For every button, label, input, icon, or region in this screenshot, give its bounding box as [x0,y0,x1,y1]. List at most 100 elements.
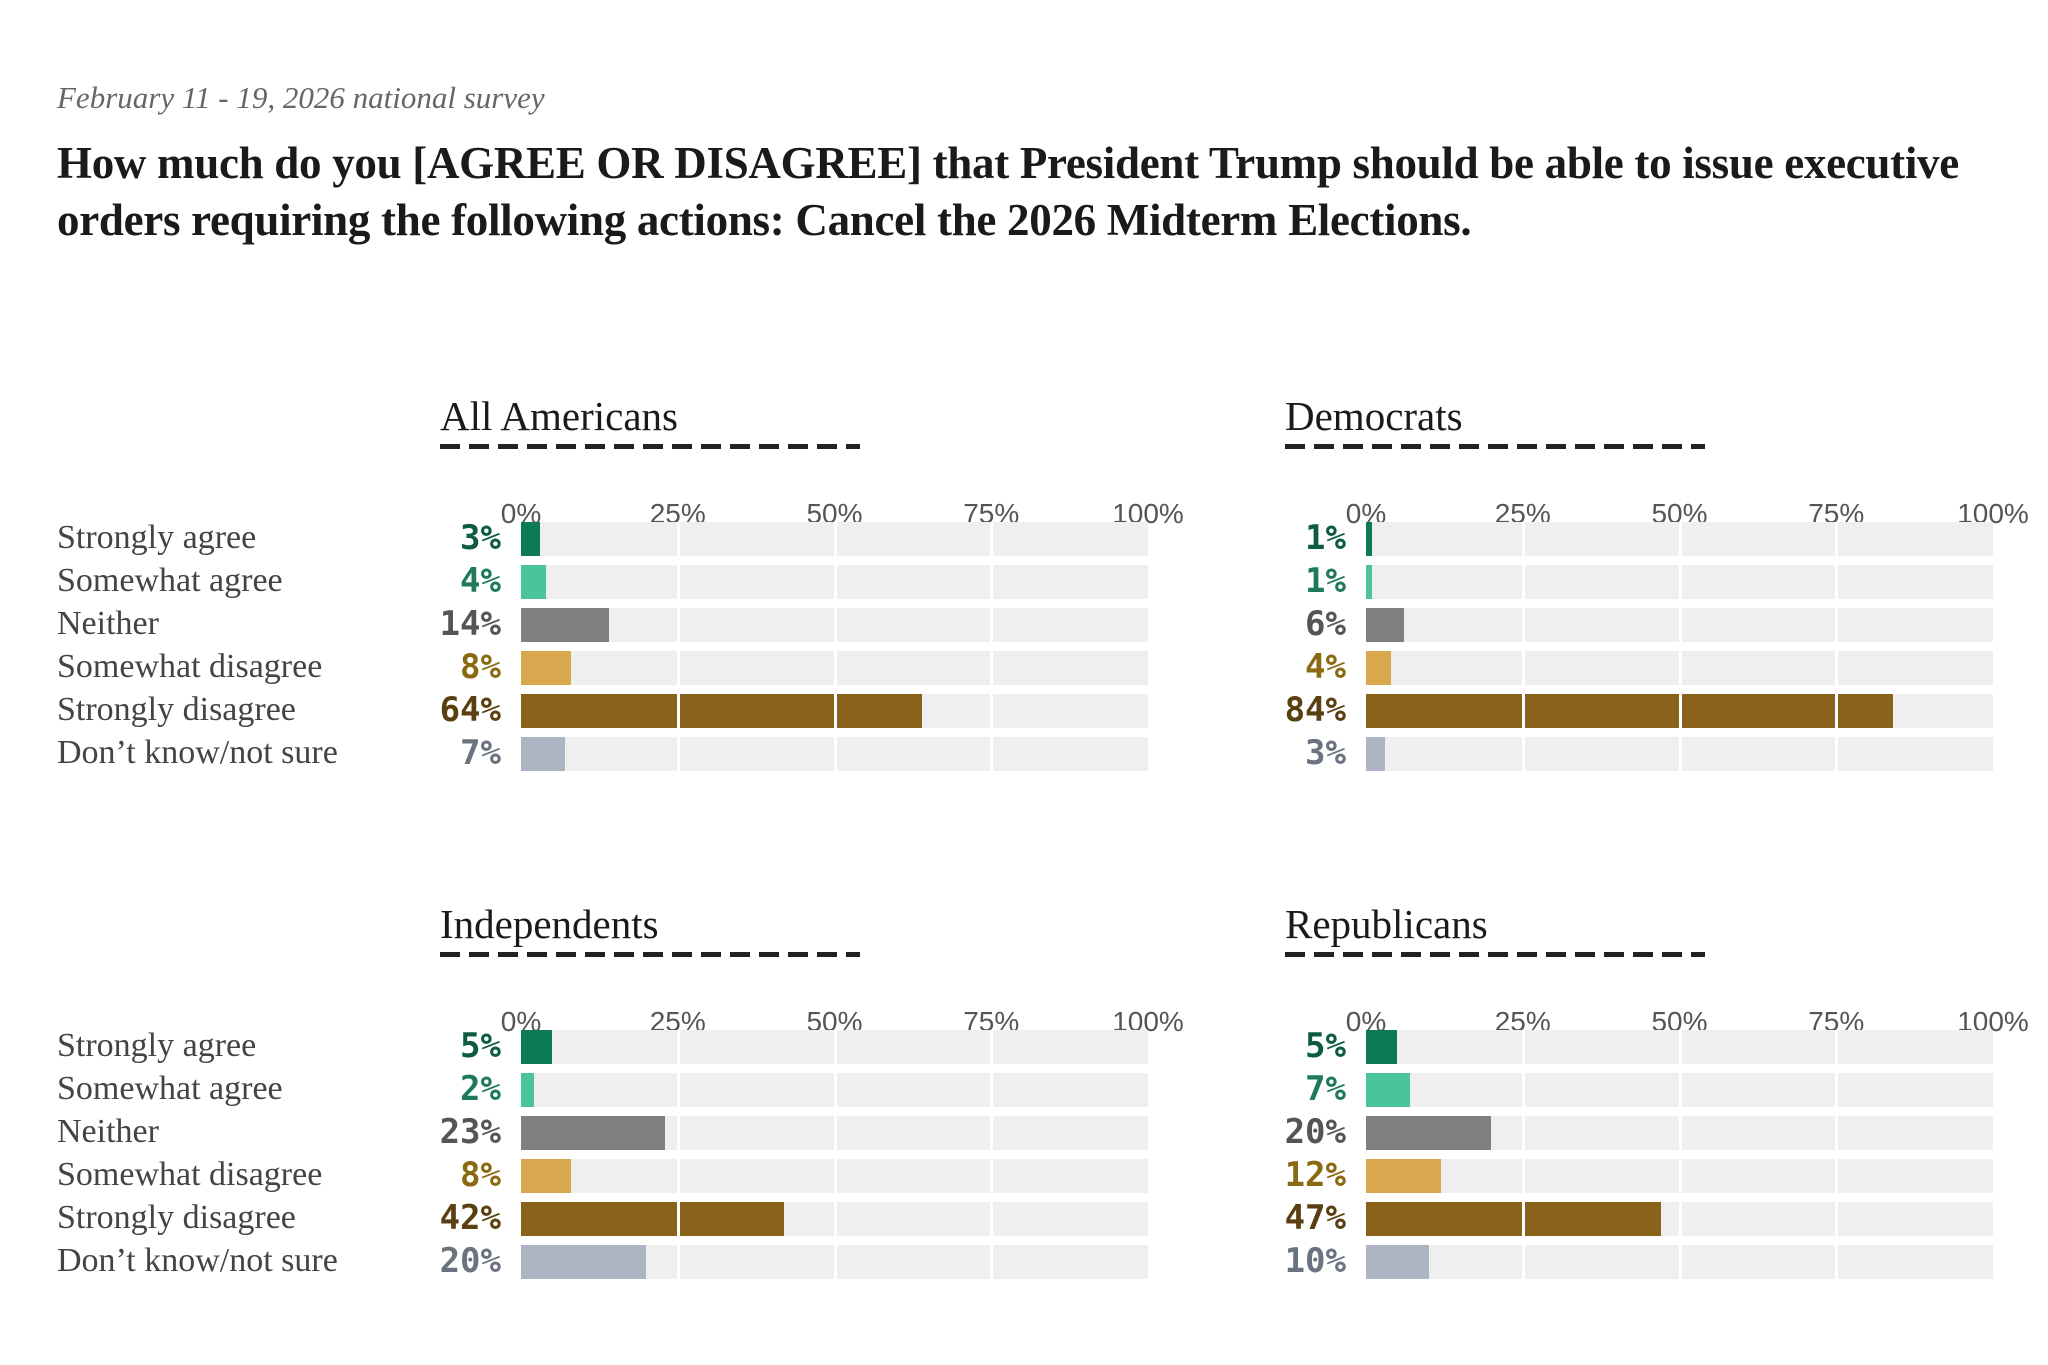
bar-track [521,1030,1148,1064]
bar [1366,608,1404,642]
category-label: Neither [57,605,159,642]
gridline [1835,1245,1839,1279]
bar [1366,522,1373,556]
bar [1366,1073,1410,1107]
value-label: 2% [460,1069,501,1109]
gridline [676,522,680,556]
bar [1366,694,1893,728]
value-label: 3% [460,518,501,558]
gridline [1835,1073,1839,1107]
bar-track [521,1116,1148,1150]
bar [1366,737,1385,771]
bar-track [521,1202,1148,1236]
gridline [676,651,680,685]
gridline [1678,694,1682,728]
value-label: 5% [1305,1026,1346,1066]
value-label: 1% [1305,518,1346,558]
gridline [833,651,837,685]
gridline [1678,1245,1682,1279]
bar-track [1366,522,1993,556]
bar [521,694,923,728]
bar-track [521,694,1148,728]
gridline [1678,1073,1682,1107]
value-label: 8% [460,1155,501,1195]
gridline [1678,1159,1682,1193]
bar-track [1366,737,1993,771]
gridline [1835,651,1839,685]
gridline [1521,1159,1525,1193]
gridline [1521,608,1525,642]
bar [521,565,547,599]
category-label: Somewhat disagree [57,648,323,685]
panel-all-americans: All Americans 0% 25% 50% 75% 100% Strongly ag… [0,392,2048,812]
gridline [833,565,837,599]
value-label: 4% [1305,647,1346,687]
gridline [676,694,680,728]
value-label: 64% [439,690,501,730]
gridline [676,1202,680,1236]
category-label: Somewhat agree [57,1070,283,1107]
category-label: Somewhat agree [57,562,283,599]
bar [521,1245,647,1279]
gridline [1521,651,1525,685]
bar-track [521,1073,1148,1107]
category-label: Strongly agree [57,519,257,556]
panel-independents: Independents 0% 25% 50% 75% 100% Strongly agr… [0,900,2048,1320]
value-label: 12% [1284,1155,1346,1195]
gridline [1678,1030,1682,1064]
gridline [1521,565,1525,599]
value-label: 8% [460,647,501,687]
bar-track [521,737,1148,771]
bar [1366,1116,1492,1150]
bar-track [1366,1073,1993,1107]
bar [521,608,609,642]
bar [521,522,540,556]
gridline [1521,522,1525,556]
panel-title: Republicans [1285,901,1488,947]
value-label: 3% [1305,733,1346,773]
panel-democrats: Democrats 0% 25% 50% 75% 100% 1% 1% 6% 4% 84% 3% [0,392,2048,812]
bar-track [1366,1159,1993,1193]
gridline [990,1245,994,1279]
gridline [1835,522,1839,556]
gridline [990,1116,994,1150]
gridline [1521,1245,1525,1279]
bar-track [521,608,1148,642]
gridline [833,608,837,642]
bar-track [521,651,1148,685]
bar-track [1366,1245,1993,1279]
gridline [1678,1116,1682,1150]
value-label: 5% [460,1026,501,1066]
gridline [1835,1202,1839,1236]
gridline [676,1245,680,1279]
bar [1366,1030,1398,1064]
bar-track [1366,1030,1993,1064]
bar [521,1116,666,1150]
gridline [676,1159,680,1193]
panel-title: All Americans [440,393,678,439]
gridline [676,608,680,642]
category-label: Don’t know/not sure [57,1242,338,1279]
category-label: Neither [57,1113,159,1150]
bar-track [1366,694,1993,728]
value-label: 42% [439,1198,501,1238]
bar [1366,1159,1442,1193]
bar [521,737,565,771]
gridline [676,1073,680,1107]
gridline [990,1030,994,1064]
gridline [1521,1202,1525,1236]
gridline [990,522,994,556]
category-label: Strongly disagree [57,691,296,728]
bar-track [521,522,1148,556]
bar [521,1202,785,1236]
gridline [833,1159,837,1193]
survey-date: February 11 - 19, 2026 national survey [57,80,545,115]
gridline [990,1073,994,1107]
gridline [833,737,837,771]
bar-track [521,1159,1148,1193]
value-label: 23% [439,1112,501,1152]
gridline [1678,608,1682,642]
bar-track [1366,651,1993,685]
bar-track [1366,1116,1993,1150]
title-underline [440,952,860,957]
